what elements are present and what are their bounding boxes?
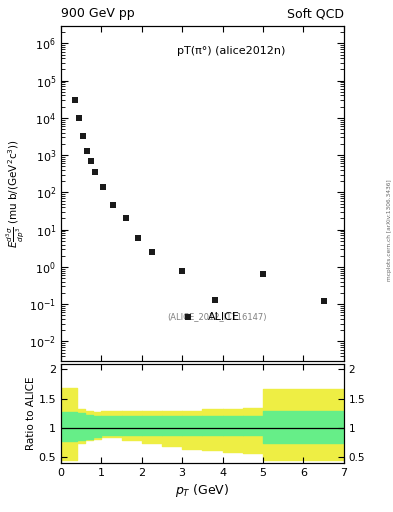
Point [321, 297, 327, 305]
Point [211, 296, 218, 304]
Point [260, 270, 266, 278]
X-axis label: $p_T$ (GeV): $p_T$ (GeV) [175, 482, 230, 499]
Point [134, 234, 141, 242]
Point [100, 183, 107, 191]
Point [80, 132, 86, 140]
Point [84, 147, 90, 155]
Text: (ALICE_2012_I1116147): (ALICE_2012_I1116147) [167, 312, 266, 321]
Y-axis label: $E\frac{d^{3}\sigma}{dp^{3}}$ (mu b/(GeV$^{2}$c$^{3}$)): $E\frac{d^{3}\sigma}{dp^{3}}$ (mu b/(GeV… [5, 139, 26, 248]
Text: Soft QCD: Soft QCD [287, 8, 344, 20]
Point [179, 266, 185, 274]
Point [92, 168, 98, 176]
Point [149, 248, 155, 256]
Y-axis label: Ratio to ALICE: Ratio to ALICE [26, 377, 36, 450]
Point [88, 157, 94, 165]
Point [76, 296, 82, 304]
Point [110, 201, 117, 209]
Text: ALICE: ALICE [208, 312, 240, 323]
Point [72, 96, 78, 104]
Point [123, 215, 129, 223]
Text: 900 GeV pp: 900 GeV pp [61, 8, 134, 20]
Text: mcplots.cern.ch [arXiv:1306.3436]: mcplots.cern.ch [arXiv:1306.3436] [387, 180, 392, 281]
Point [76, 114, 82, 122]
Text: pT(π°) (alice2012n): pT(π°) (alice2012n) [176, 46, 285, 56]
